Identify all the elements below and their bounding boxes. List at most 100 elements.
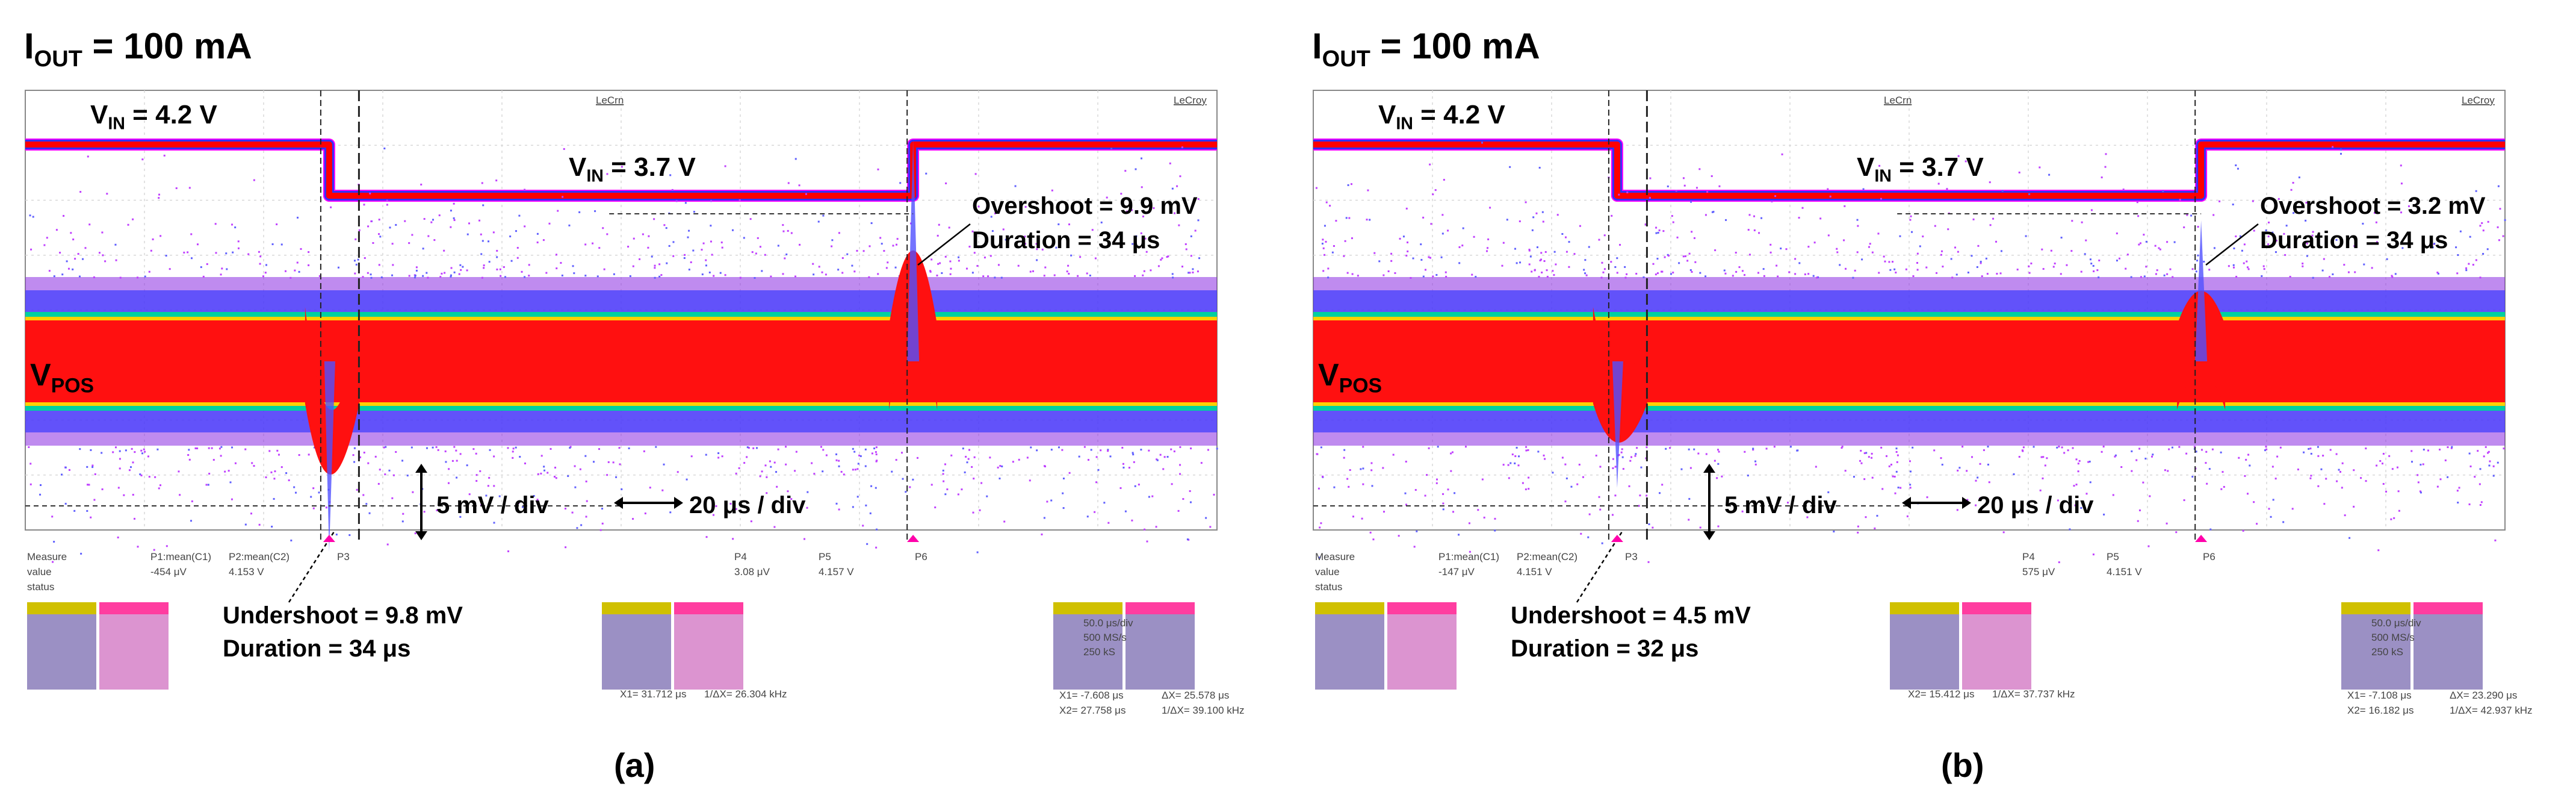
noise-dot	[1387, 270, 1390, 272]
noise-dot	[1528, 476, 1530, 479]
noise-dot	[2271, 231, 2274, 234]
noise-dot	[159, 235, 162, 237]
noise-dot	[1857, 531, 1859, 534]
noise-dot	[1197, 270, 1199, 273]
noise-dot	[1057, 223, 1060, 225]
noise-dot	[73, 509, 76, 512]
noise-dot	[2247, 493, 2249, 495]
undershoot-duration: Duration = 32 μs	[1511, 635, 1698, 662]
noise-dot	[1682, 177, 1685, 179]
noise-dot	[2497, 185, 2500, 187]
channel-box	[1053, 602, 1122, 690]
noise-dot	[2302, 263, 2304, 265]
noise-dot	[705, 453, 707, 456]
noise-dot	[1182, 498, 1184, 500]
noise-dot	[1422, 275, 1425, 278]
noise-dot	[128, 469, 131, 472]
noise-dot	[1079, 256, 1082, 258]
panel-label: (b)	[1941, 746, 1984, 784]
noise-dot	[259, 263, 261, 265]
noise-dot	[2481, 222, 2483, 224]
noise-dot	[598, 247, 601, 249]
noise-dot	[1989, 224, 1992, 226]
noise-dot	[1922, 235, 1924, 238]
noise-dot	[1200, 462, 1203, 464]
noise-dot	[944, 463, 947, 466]
noise-dot	[2422, 245, 2424, 248]
noise-dot	[1197, 219, 1200, 222]
noise-dot	[2312, 231, 2314, 233]
noise-dot	[701, 273, 704, 276]
noise-dot	[1691, 231, 1693, 233]
noise-dot	[1565, 251, 1568, 253]
noise-dot	[1621, 456, 1624, 458]
vin-trace	[1313, 142, 2505, 199]
noise-dot	[468, 222, 470, 225]
noise-dot	[1189, 501, 1192, 503]
noise-dot	[1382, 467, 1384, 469]
noise-dot	[123, 494, 125, 496]
brand-text: LeCrn	[596, 95, 624, 106]
noise-dot	[2497, 461, 2499, 464]
overshoot-duration: Duration = 34 μs	[972, 227, 1160, 254]
noise-dot	[1537, 450, 1540, 453]
noise-dot	[77, 253, 79, 255]
noise-dot	[1452, 511, 1455, 513]
noise-dot	[1426, 474, 1428, 476]
noise-dot	[724, 165, 726, 167]
noise-dot	[2479, 468, 2482, 470]
noise-dot	[1691, 270, 1693, 273]
noise-dot	[231, 446, 234, 449]
noise-dot	[102, 254, 104, 257]
noise-dot	[1317, 487, 1320, 490]
noise-dot	[585, 516, 587, 518]
noise-dot	[892, 245, 894, 247]
noise-dot	[2221, 471, 2224, 473]
noise-dot	[528, 275, 530, 277]
noise-dot	[705, 259, 707, 261]
noise-dot	[221, 267, 223, 270]
noise-dot	[1450, 452, 1452, 455]
noise-dot	[1410, 276, 1412, 279]
noise-dot	[1763, 275, 1765, 277]
noise-dot	[1119, 487, 1122, 489]
noise-dot	[1026, 456, 1029, 459]
noise-dot	[661, 489, 664, 491]
noise-dot	[2432, 246, 2434, 249]
noise-dot	[488, 476, 491, 479]
noise-dot	[1780, 248, 1782, 250]
noise-dot	[1690, 201, 1692, 203]
noise-dot	[1120, 193, 1122, 195]
cursor-readout: X1= -7.608 μs	[1059, 690, 1124, 701]
cursor-readout: 1/ΔX= 42.937 kHz	[2450, 705, 2533, 716]
noise-dot	[1769, 243, 1772, 246]
noise-dot	[1148, 237, 1151, 239]
noise-dot	[1429, 163, 1431, 166]
noise-dot	[1057, 446, 1060, 449]
noise-dot	[2360, 477, 2362, 479]
noise-dot	[1352, 516, 1354, 518]
measure-row-label: value	[1315, 566, 1340, 578]
measure-col-header: P5	[2107, 551, 2119, 562]
noise-dot	[852, 447, 854, 450]
noise-dot	[1402, 235, 1405, 238]
noise-dot	[540, 472, 542, 475]
noise-dot	[1501, 264, 1503, 267]
noise-dot	[545, 272, 548, 274]
noise-dot	[1699, 272, 1701, 274]
noise-dot	[2282, 521, 2285, 523]
noise-dot	[205, 484, 208, 486]
noise-dot	[1844, 205, 1846, 207]
noise-dot	[877, 273, 879, 275]
noise-dot	[401, 520, 404, 523]
noise-dot	[1432, 193, 1434, 196]
noise-dot	[1841, 447, 1843, 449]
noise-dot	[654, 267, 656, 269]
noise-dot	[1695, 187, 1698, 189]
noise-dot	[1619, 244, 1621, 246]
noise-dot	[2375, 221, 2377, 223]
noise-dot	[1407, 241, 1409, 244]
noise-dot	[2382, 453, 2385, 455]
measure-row-label: status	[1315, 581, 1342, 593]
noise-dot	[1614, 266, 1617, 268]
